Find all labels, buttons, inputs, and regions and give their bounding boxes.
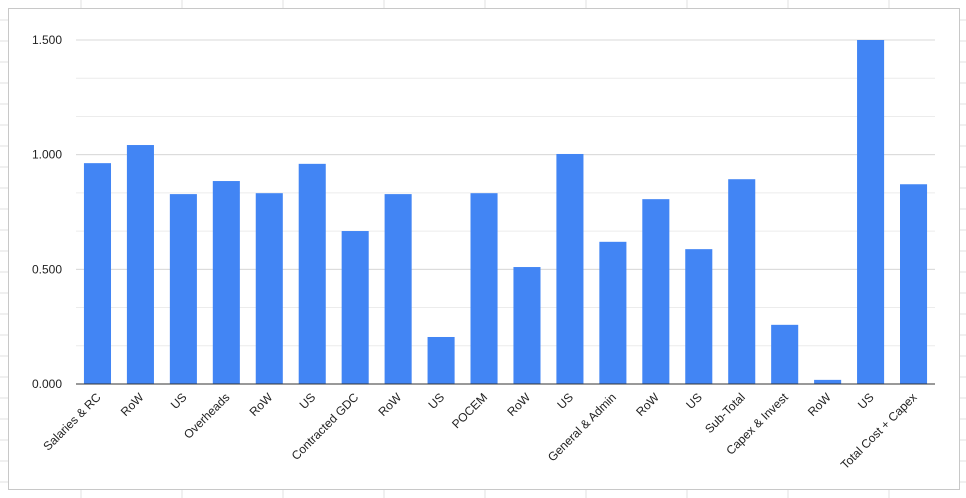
x-category-label: RoW <box>375 390 404 419</box>
y-tick-label: 1.500 <box>32 33 62 47</box>
bars <box>83 40 928 384</box>
bar[interactable] <box>599 241 627 384</box>
chart-container[interactable]: 0.000 0.500 1.000 1.500 Salaries & RC RoW US O… <box>8 8 960 490</box>
bar[interactable] <box>900 184 928 384</box>
bar[interactable] <box>126 145 154 384</box>
y-tick-label: 1.000 <box>32 148 62 162</box>
x-category-label: US <box>426 390 448 412</box>
bar[interactable] <box>728 179 756 384</box>
bar[interactable] <box>513 267 541 384</box>
bar[interactable] <box>427 336 455 384</box>
gridlines <box>76 39 935 347</box>
bar[interactable] <box>556 153 584 384</box>
bar[interactable] <box>642 199 670 384</box>
bar[interactable] <box>384 194 412 384</box>
x-category-label: US <box>855 390 877 412</box>
bar[interactable] <box>212 181 240 384</box>
bar[interactable] <box>814 379 842 384</box>
x-category-label: RoW <box>247 390 276 419</box>
x-category-label: RoW <box>118 390 147 419</box>
bar[interactable] <box>685 249 713 384</box>
bar[interactable] <box>857 40 885 384</box>
x-category-label: US <box>168 390 190 412</box>
bar[interactable] <box>298 163 326 384</box>
y-axis-tick-labels: 0.000 0.500 1.000 1.500 <box>32 33 62 391</box>
bar[interactable] <box>771 324 799 384</box>
x-category-label: RoW <box>504 390 533 419</box>
bar[interactable] <box>169 194 197 384</box>
y-tick-label: 0.500 <box>32 262 62 276</box>
x-category-label: US <box>297 390 319 412</box>
x-category-label: Salaries & RC <box>40 390 103 453</box>
x-category-label: Overheads <box>181 390 232 441</box>
bar[interactable] <box>255 193 283 384</box>
x-category-label: RoW <box>805 390 834 419</box>
x-category-label: POCEM <box>449 390 490 431</box>
bar[interactable] <box>341 231 369 384</box>
x-category-label: Total Cost + Capex <box>838 390 920 472</box>
y-tick-label: 0.000 <box>32 377 62 391</box>
x-category-label: US <box>683 390 705 412</box>
x-category-label: US <box>554 390 576 412</box>
x-category-label: RoW <box>633 390 662 419</box>
bar[interactable] <box>470 193 498 384</box>
bar[interactable] <box>83 163 112 384</box>
